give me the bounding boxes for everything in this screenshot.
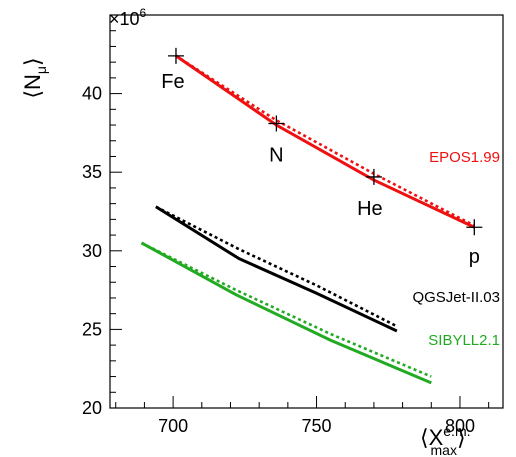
y-axis-label: ⟨Nμ⟩ — [20, 57, 49, 98]
marker-label: p — [469, 246, 480, 268]
y-tick-label: 20 — [82, 398, 102, 418]
marker-label: He — [357, 198, 383, 220]
series-line-dotted — [155, 205, 398, 328]
series-line-dotted — [175, 54, 475, 227]
x-axis-label: ⟨Xe.m. max⟩ — [420, 423, 471, 457]
series-line-dotted — [140, 241, 432, 378]
y-multiplier: ×106 — [109, 6, 147, 29]
series-labels: EPOS1.99 QGSJet-II.03 SIBYLL2.1 — [412, 149, 500, 349]
series-label: SIBYLL2.1 — [428, 332, 500, 349]
axis-ticks — [110, 14, 490, 409]
marker-label: Fe — [161, 71, 184, 93]
tick-labels: 700 750 800 20 25 30 35 40 — [82, 84, 475, 436]
x-tick-label: 800 — [445, 416, 475, 436]
series-label: EPOS1.99 — [429, 149, 500, 166]
series-line-solid — [155, 205, 398, 333]
x-tick-label: 750 — [302, 416, 332, 436]
marker-label: N — [269, 144, 283, 166]
series-lines — [140, 54, 475, 385]
x-tick-label: 700 — [158, 416, 188, 436]
y-tick-label: 30 — [82, 241, 102, 261]
composition-markers: Fe N He p — [161, 47, 483, 268]
series-line-solid — [175, 54, 475, 229]
y-tick-label: 25 — [82, 319, 102, 339]
y-tick-label: 35 — [82, 162, 102, 182]
plot-frame — [109, 14, 504, 409]
series-label: QGSJet-II.03 — [412, 289, 500, 306]
series-line-solid — [140, 241, 432, 385]
y-tick-label: 40 — [82, 84, 102, 104]
